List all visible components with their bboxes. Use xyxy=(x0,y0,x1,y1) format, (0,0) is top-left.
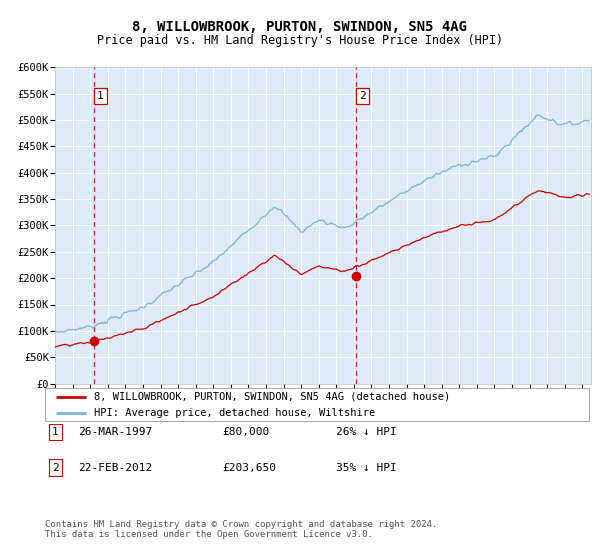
Text: 2: 2 xyxy=(359,91,366,101)
Text: HPI: Average price, detached house, Wiltshire: HPI: Average price, detached house, Wilt… xyxy=(94,408,375,418)
Text: Price paid vs. HM Land Registry's House Price Index (HPI): Price paid vs. HM Land Registry's House … xyxy=(97,34,503,46)
Text: 8, WILLOWBROOK, PURTON, SWINDON, SN5 4AG: 8, WILLOWBROOK, PURTON, SWINDON, SN5 4AG xyxy=(133,20,467,34)
Text: Contains HM Land Registry data © Crown copyright and database right 2024.
This d: Contains HM Land Registry data © Crown c… xyxy=(45,520,437,539)
Text: 8, WILLOWBROOK, PURTON, SWINDON, SN5 4AG (detached house): 8, WILLOWBROOK, PURTON, SWINDON, SN5 4AG… xyxy=(94,392,450,402)
Text: £80,000: £80,000 xyxy=(222,427,269,437)
Text: 1: 1 xyxy=(52,427,59,437)
Text: 22-FEB-2012: 22-FEB-2012 xyxy=(78,463,152,473)
Text: 26-MAR-1997: 26-MAR-1997 xyxy=(78,427,152,437)
Text: 1: 1 xyxy=(97,91,104,101)
Text: 35% ↓ HPI: 35% ↓ HPI xyxy=(336,463,397,473)
Text: 26% ↓ HPI: 26% ↓ HPI xyxy=(336,427,397,437)
Text: 2: 2 xyxy=(52,463,59,473)
FancyBboxPatch shape xyxy=(45,388,589,421)
Text: £203,650: £203,650 xyxy=(222,463,276,473)
